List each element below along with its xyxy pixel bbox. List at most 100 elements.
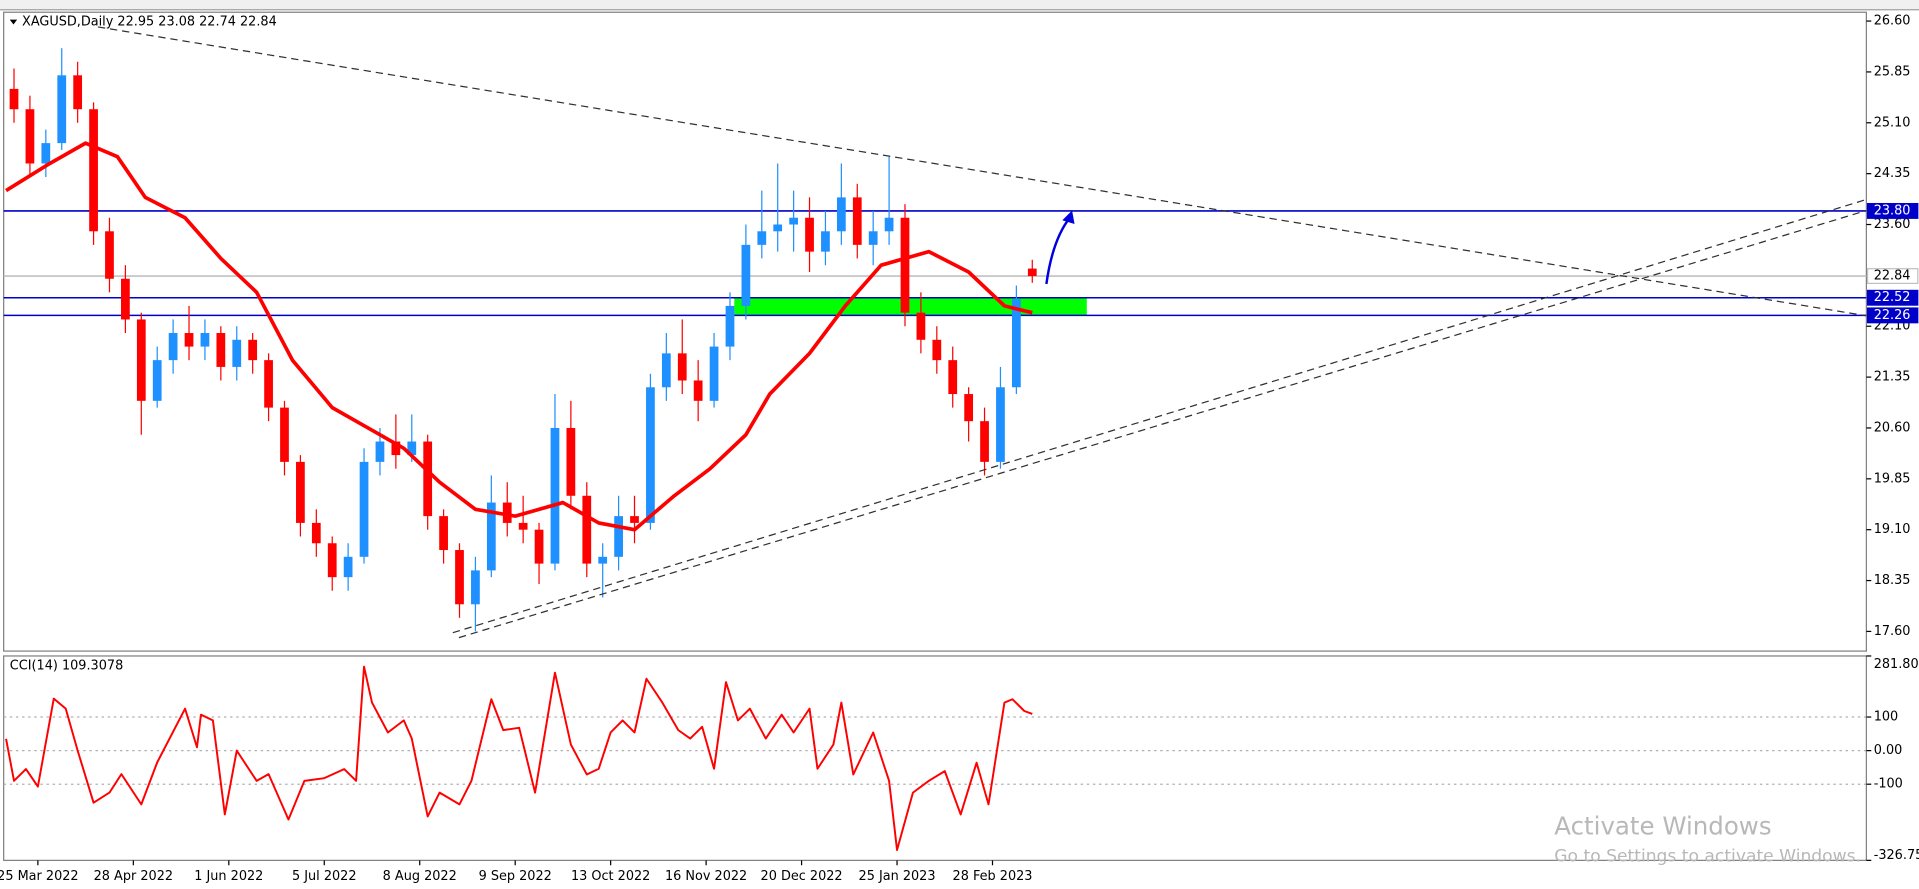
candle-body: [232, 339, 242, 367]
candle-body: [407, 441, 417, 456]
menu-icon[interactable]: [9, 19, 18, 25]
moving-average: [5, 141, 1033, 532]
watermark-text: Go to Settings to activate Windows.: [1554, 847, 1861, 867]
candle-body: [789, 217, 798, 225]
level-label: 22.26: [1874, 308, 1911, 323]
candle-body: [598, 556, 608, 564]
x-tick-label: 9 Sep 2022: [479, 869, 552, 884]
candle-body: [805, 217, 814, 252]
toolbar: [0, 0, 1919, 10]
candle-body: [614, 516, 623, 557]
arrow-head: [1062, 210, 1075, 224]
candle-body: [821, 231, 830, 252]
candle-body: [677, 353, 687, 381]
candle-body: [200, 333, 210, 347]
watermark-title: Activate Windows: [1554, 811, 1771, 840]
y-tick-label: 17.60: [1874, 624, 1911, 639]
candle-body: [980, 421, 989, 462]
trend-line: [452, 198, 1867, 634]
candle-body: [948, 360, 958, 395]
candle-body: [693, 380, 703, 401]
candle-body: [868, 231, 878, 245]
candle-body: [264, 360, 273, 408]
candle-body: [423, 441, 433, 517]
candle-body: [550, 427, 560, 564]
y-tick-label: 19.10: [1874, 522, 1911, 537]
y-tick-label: 18.35: [1874, 573, 1911, 588]
candle-body: [184, 333, 194, 347]
y-tick-label: 281.803: [1874, 657, 1919, 672]
candle-body: [375, 441, 385, 462]
candle-body: [216, 333, 226, 367]
candle-body: [630, 516, 639, 523]
candle-body: [57, 75, 67, 144]
candle-body: [725, 305, 735, 347]
candle-body: [964, 394, 974, 422]
candle-body: [773, 224, 783, 232]
y-tick-label: -326.754: [1874, 848, 1919, 863]
candle-body: [471, 570, 480, 605]
cci-panel: [3, 655, 1867, 861]
candle-body: [741, 244, 751, 306]
level-label-box: [1866, 268, 1919, 285]
x-tick-label: 8 Aug 2022: [383, 869, 457, 884]
candle-body: [391, 441, 401, 456]
candle-body: [136, 319, 146, 401]
y-tick-label: 20.60: [1874, 420, 1911, 435]
candle-body: [884, 217, 894, 232]
candle-body: [168, 333, 178, 361]
candle-body: [311, 522, 321, 544]
trend-line: [97, 26, 1867, 317]
y-tick-label: 100: [1874, 710, 1899, 725]
y-tick-label: 23.60: [1874, 217, 1911, 232]
candle-body: [41, 143, 51, 164]
candle-body: [534, 529, 544, 564]
candle-body: [25, 109, 35, 164]
candle-body: [343, 556, 353, 578]
candle-body: [248, 339, 258, 361]
y-tick-label: 0.00: [1874, 743, 1903, 758]
candle-body: [709, 346, 719, 401]
x-tick-label: 16 Nov 2022: [665, 869, 747, 884]
candle-body: [455, 550, 464, 605]
trend-line: [458, 209, 1867, 639]
candle-body: [439, 516, 448, 551]
candle-body: [757, 231, 767, 245]
level-label: 23.80: [1874, 203, 1911, 218]
x-tick-label: 13 Oct 2022: [571, 869, 650, 884]
y-tick-label: 25.85: [1874, 64, 1911, 79]
x-tick-label: 25 Mar 2022: [0, 869, 79, 884]
chart-title: XAGUSD,Daily 22.95 23.08 22.74 22.84: [22, 15, 277, 30]
arrow: [1045, 217, 1071, 285]
level-label-box: [1866, 289, 1919, 306]
candle-body: [486, 502, 496, 571]
level-label-box: [1866, 307, 1919, 324]
y-tick-label: 24.35: [1874, 166, 1911, 181]
candle-body: [566, 427, 576, 496]
y-tick-label: 21.35: [1874, 370, 1911, 385]
candle-body: [916, 312, 926, 340]
y-tick-label: 25.10: [1874, 115, 1911, 130]
y-tick-label: 19.85: [1874, 471, 1911, 486]
drawings: [97, 26, 1867, 639]
candle-body: [296, 461, 305, 523]
candle-body: [327, 543, 337, 578]
support-zone: [734, 297, 1087, 316]
cci-line: [5, 665, 1033, 852]
candle-body: [996, 387, 1005, 462]
candle-body: [1027, 268, 1037, 277]
candle-body: [359, 461, 369, 557]
candle-body: [280, 407, 289, 462]
candle-body: [502, 502, 512, 523]
y-tick-label: -100: [1874, 777, 1903, 792]
candle-body: [661, 353, 671, 388]
candle-body: [836, 197, 846, 232]
candle-body: [9, 88, 19, 110]
candle-body: [73, 75, 83, 110]
x-tick-label: 28 Feb 2023: [953, 869, 1033, 884]
candle-body: [89, 109, 98, 232]
main-panel: [3, 11, 1867, 652]
candle-body: [932, 339, 942, 361]
candle-body: [900, 217, 910, 313]
